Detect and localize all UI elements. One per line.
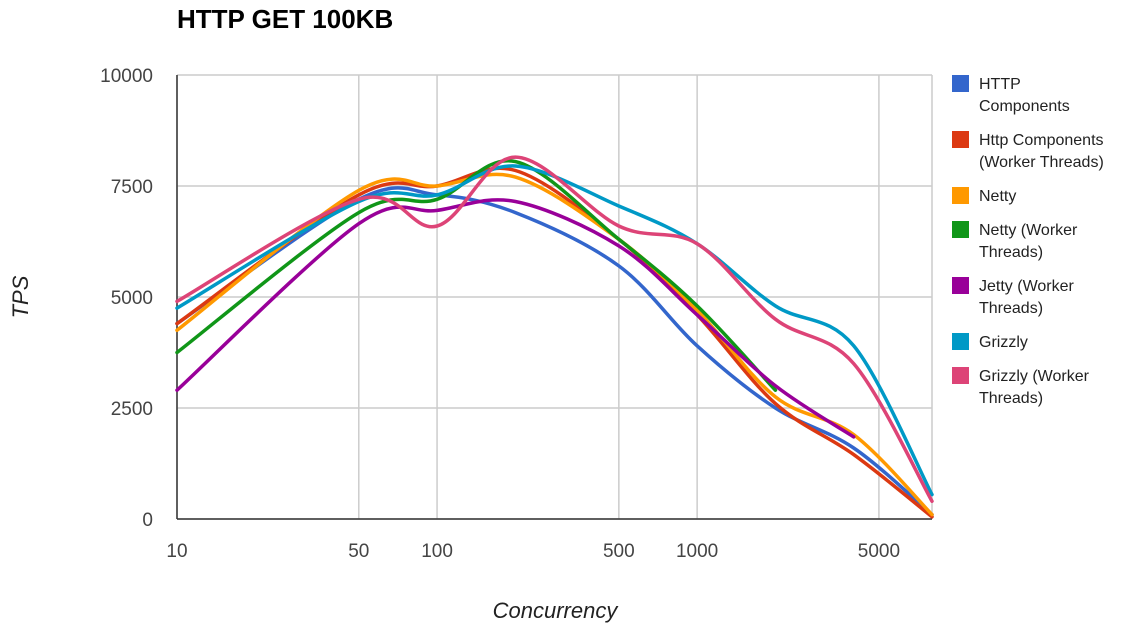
y-tick-label: 10000 — [100, 66, 153, 87]
x-tick-label: 1000 — [676, 541, 718, 562]
legend-item: Jetty (Worker Threads) — [952, 277, 1075, 317]
y-tick-label: 0 — [142, 510, 153, 531]
series-line-2 — [175, 166, 934, 519]
legend-label: Http Components (Worker Threads) — [979, 132, 1104, 171]
x-tick-label: 50 — [348, 541, 369, 562]
x-tick-label: 500 — [603, 541, 635, 562]
x-tick-label: 5000 — [858, 541, 900, 562]
y-axis-title: TPS — [8, 275, 33, 318]
legend-item: Netty (Worker Threads) — [952, 221, 1078, 261]
legend-item: Grizzly (Worker Threads) — [952, 367, 1090, 407]
legend: HTTP Components Http Components (Worker Thr… — [952, 75, 1104, 407]
series-line-7 — [175, 155, 934, 503]
legend-swatch — [952, 187, 969, 204]
series-line-4 — [175, 159, 778, 392]
y-tick-label: 5000 — [111, 288, 153, 309]
legend-item: HTTP Components — [952, 75, 1070, 115]
legend-item: Grizzly — [952, 333, 1028, 351]
legend-swatch — [952, 221, 969, 238]
legend-swatch — [952, 367, 969, 384]
series-line-5 — [175, 198, 856, 439]
x-axis-title: Concurrency — [493, 598, 620, 623]
legend-label: Netty — [979, 188, 1016, 205]
chart-title: HTTP GET 100KB — [177, 4, 393, 34]
legend-swatch — [952, 75, 969, 92]
legend-item: Netty — [952, 187, 1016, 205]
axes: 0 2500 5000 7500 10000 10 50 100 500 1000 5000 — [100, 66, 932, 562]
x-tick-label: 100 — [421, 541, 453, 562]
legend-label: Grizzly — [979, 334, 1028, 351]
y-tick-label: 2500 — [111, 399, 153, 420]
series-line-3 — [175, 172, 934, 517]
legend-swatch — [952, 333, 969, 350]
legend-label: HTTP Components — [979, 76, 1070, 115]
x-tick-label: 10 — [166, 541, 187, 562]
legend-swatch — [952, 277, 969, 294]
legend-swatch — [952, 131, 969, 148]
series-lines — [175, 155, 934, 519]
legend-label: Jetty (Worker Threads) — [979, 278, 1075, 317]
y-tick-label: 7500 — [111, 177, 153, 198]
grid — [176, 74, 933, 520]
series-line-6 — [175, 164, 934, 497]
legend-label: Grizzly (Worker Threads) — [979, 368, 1090, 407]
legend-item: Http Components (Worker Threads) — [952, 131, 1104, 171]
legend-label: Netty (Worker Threads) — [979, 222, 1078, 261]
